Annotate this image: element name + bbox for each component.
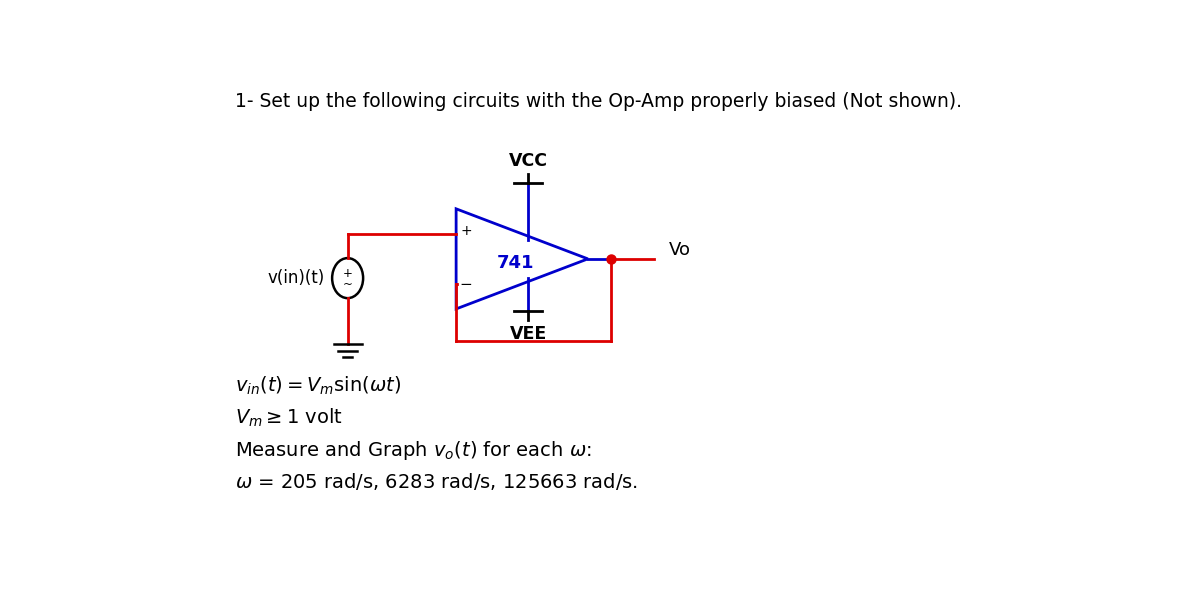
Text: $V_m \geq 1$ volt: $V_m \geq 1$ volt [235, 407, 343, 429]
Text: 1- Set up the following circuits with the Op-Amp properly biased (Not shown).: 1- Set up the following circuits with th… [235, 91, 962, 111]
Text: 741: 741 [497, 254, 534, 271]
Text: ~: ~ [343, 278, 353, 291]
Text: +: + [343, 267, 353, 280]
Text: Vo: Vo [670, 240, 691, 258]
Text: −: − [460, 277, 473, 292]
Text: $\omega$ = 205 rad/s, 6283 rad/s, 125663 rad/s.: $\omega$ = 205 rad/s, 6283 rad/s, 125663… [235, 471, 638, 492]
Text: Measure and Graph $v_o(t)$ for each $\omega$:: Measure and Graph $v_o(t)$ for each $\om… [235, 439, 592, 462]
Text: VEE: VEE [510, 325, 547, 343]
Text: $v_{in}(t) = V_m\sin(\omega t)$: $v_{in}(t) = V_m\sin(\omega t)$ [235, 374, 401, 396]
Text: v(in)(t): v(in)(t) [268, 269, 324, 287]
Text: VCC: VCC [509, 151, 547, 170]
Text: +: + [461, 224, 472, 238]
